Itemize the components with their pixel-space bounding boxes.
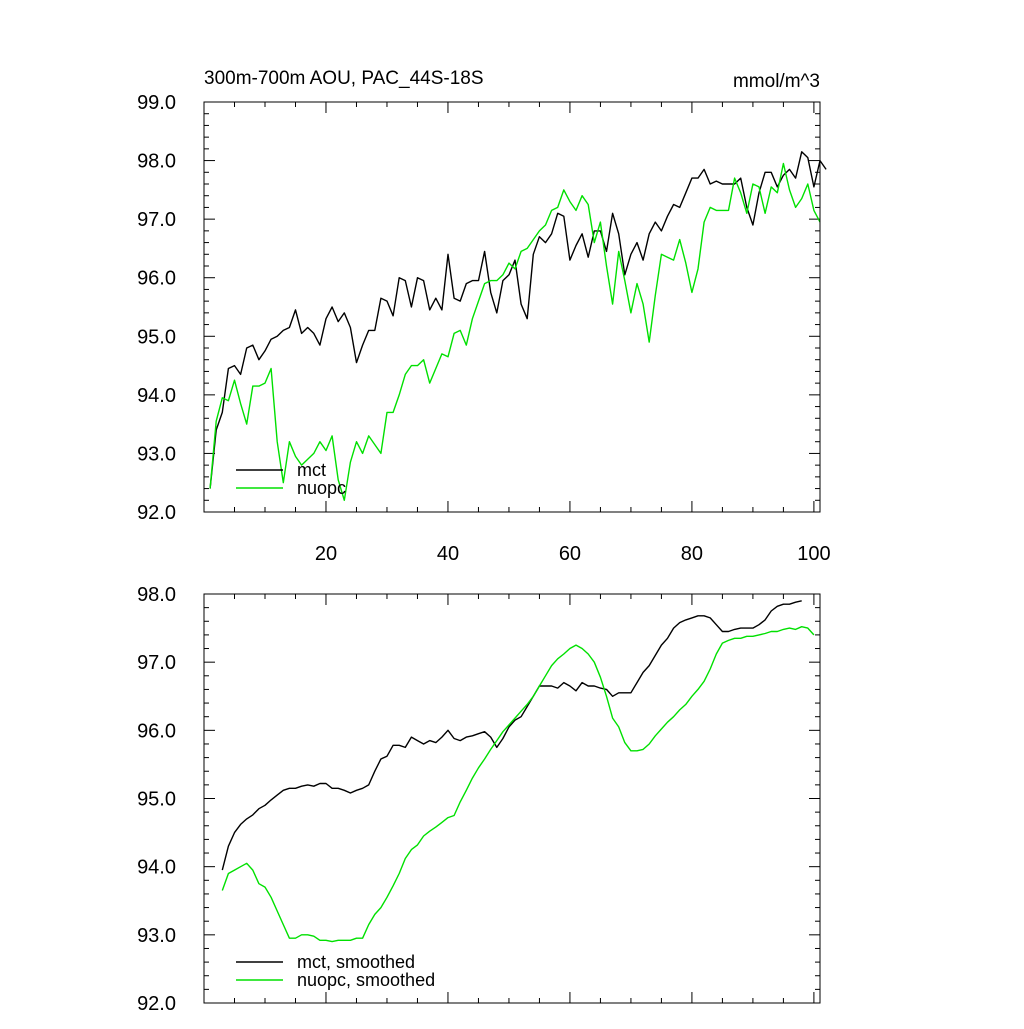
y-tick-label: 97.0 (137, 209, 176, 231)
series-lines (209, 151, 827, 501)
chart-title: 300m-700m AOU, PAC_44S-18S (204, 68, 484, 89)
y-tick-label: 92.0 (137, 993, 176, 1015)
plot-frame (203, 101, 821, 513)
x-tick-label: 20 (315, 543, 337, 565)
plot-frame (203, 593, 821, 1004)
y-tick-label: 93.0 (137, 443, 176, 465)
y-tick-label: 92.0 (137, 502, 176, 524)
x-tick-label: 80 (681, 543, 703, 565)
legend-label: mct, smoothed (297, 952, 415, 972)
x-tick-label: 100 (797, 543, 830, 565)
y-tick-label: 98.0 (137, 584, 176, 606)
y-axis-tick-labels: 92.0 93.0 94.0 95.0 96.0 97.0 98.0 (137, 584, 176, 1015)
y-tick-label: 95.0 (137, 789, 176, 811)
series-lines (221, 600, 815, 943)
series-line-mct (209, 151, 827, 489)
raw-series-panel: 300m-700m AOU, PAC_44S-18S mmol/m^3 92.0… (137, 68, 831, 565)
y-axis-tick-labels: 92.0 93.0 94.0 95.0 96.0 97.0 98.0 99.0 (137, 92, 176, 524)
units-label: mmol/m^3 (733, 71, 820, 92)
x-tick-label: 40 (437, 543, 459, 565)
legend-label: mct (297, 460, 326, 480)
series-line-nuopc-smoothed (221, 626, 815, 943)
y-tick-label: 95.0 (137, 326, 176, 348)
y-tick-label: 93.0 (137, 925, 176, 947)
series-line-mct-smoothed (221, 600, 802, 871)
smoothed-series-panel: 92.0 93.0 94.0 95.0 96.0 97.0 98.0 mct, smooth… (137, 584, 821, 1015)
legend-label: nuopc (297, 478, 346, 498)
y-tick-label: 96.0 (137, 268, 176, 290)
legend-label: nuopc, smoothed (297, 970, 435, 990)
axis-ticks (204, 101, 820, 513)
y-tick-label: 99.0 (137, 92, 176, 114)
axis-ticks (204, 593, 820, 1004)
x-axis-tick-labels: 20 40 60 80 100 (315, 543, 831, 565)
y-tick-label: 96.0 (137, 720, 176, 742)
y-tick-label: 94.0 (137, 857, 176, 879)
y-tick-label: 98.0 (137, 151, 176, 173)
y-tick-label: 97.0 (137, 652, 176, 674)
x-tick-label: 60 (559, 543, 581, 565)
y-tick-label: 94.0 (137, 385, 176, 407)
series-line-nuopc (209, 162, 821, 501)
